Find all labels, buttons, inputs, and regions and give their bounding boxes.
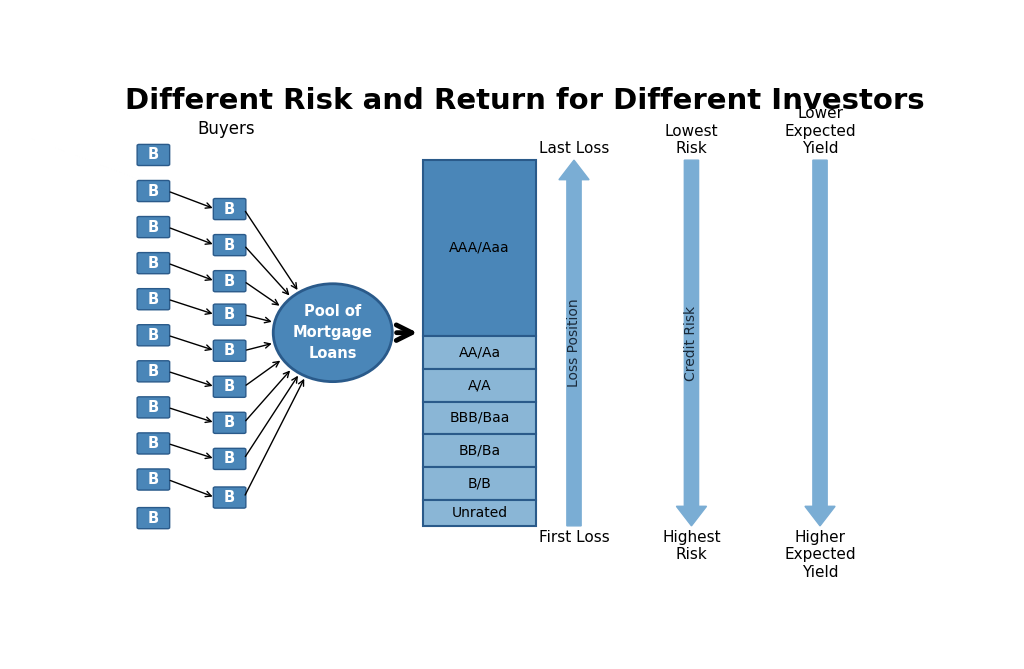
Text: Different Risk and Return for Different Investors: Different Risk and Return for Different … xyxy=(125,87,925,115)
Text: BBB/Baa: BBB/Baa xyxy=(450,411,510,425)
FancyBboxPatch shape xyxy=(137,324,170,346)
Text: B: B xyxy=(224,343,236,358)
Text: Higher
Expected
Yield: Higher Expected Yield xyxy=(784,530,856,580)
Text: BB/Ba: BB/Ba xyxy=(459,444,501,458)
Text: B/B: B/B xyxy=(468,477,492,491)
Text: B: B xyxy=(147,328,159,343)
Bar xyxy=(423,468,536,500)
FancyBboxPatch shape xyxy=(213,304,246,325)
Text: AA/Aa: AA/Aa xyxy=(459,345,501,359)
Text: B: B xyxy=(147,400,159,415)
FancyBboxPatch shape xyxy=(213,412,246,434)
FancyArrow shape xyxy=(559,160,589,526)
Bar xyxy=(423,434,536,468)
FancyBboxPatch shape xyxy=(213,487,246,508)
FancyBboxPatch shape xyxy=(137,253,170,274)
Text: B: B xyxy=(147,472,159,487)
Bar xyxy=(423,336,536,369)
Text: B: B xyxy=(147,256,159,271)
Bar xyxy=(423,401,536,434)
Text: B: B xyxy=(224,307,236,322)
Text: B: B xyxy=(224,452,236,466)
Ellipse shape xyxy=(273,284,392,381)
Bar xyxy=(423,369,536,401)
Text: Lower
Expected
Yield: Lower Expected Yield xyxy=(784,106,856,156)
Text: AAA/Aaa: AAA/Aaa xyxy=(450,241,510,255)
Text: Buyers: Buyers xyxy=(197,120,255,138)
Text: Unrated: Unrated xyxy=(452,506,508,520)
Text: A/A: A/A xyxy=(468,378,492,392)
FancyBboxPatch shape xyxy=(137,469,170,490)
FancyBboxPatch shape xyxy=(137,145,170,165)
Text: Loss Position: Loss Position xyxy=(567,298,581,387)
Text: Pool of
Mortgage
Loans: Pool of Mortgage Loans xyxy=(293,304,373,361)
Bar xyxy=(423,160,536,336)
FancyBboxPatch shape xyxy=(213,340,246,361)
Text: First Loss: First Loss xyxy=(539,530,609,545)
Text: B: B xyxy=(147,436,159,451)
FancyBboxPatch shape xyxy=(137,181,170,201)
Text: B: B xyxy=(224,379,236,394)
Bar xyxy=(423,500,536,526)
Text: B: B xyxy=(224,237,236,253)
Text: B: B xyxy=(147,364,159,379)
Text: B: B xyxy=(224,274,236,289)
Text: B: B xyxy=(224,490,236,505)
FancyBboxPatch shape xyxy=(137,361,170,382)
Text: B: B xyxy=(147,147,159,163)
FancyBboxPatch shape xyxy=(137,433,170,454)
Text: Credit Risk: Credit Risk xyxy=(684,306,698,381)
Text: B: B xyxy=(224,201,236,217)
FancyBboxPatch shape xyxy=(137,508,170,529)
FancyBboxPatch shape xyxy=(213,235,246,256)
FancyBboxPatch shape xyxy=(137,288,170,310)
Text: B: B xyxy=(224,415,236,430)
FancyBboxPatch shape xyxy=(213,448,246,470)
FancyBboxPatch shape xyxy=(137,217,170,237)
Text: B: B xyxy=(147,183,159,199)
Text: Lowest
Risk: Lowest Risk xyxy=(665,124,718,156)
Text: Last Loss: Last Loss xyxy=(539,141,609,156)
FancyArrow shape xyxy=(677,160,707,526)
FancyBboxPatch shape xyxy=(213,271,246,292)
Text: B: B xyxy=(147,219,159,235)
Text: B: B xyxy=(147,510,159,526)
FancyArrow shape xyxy=(805,160,836,526)
FancyBboxPatch shape xyxy=(213,376,246,397)
FancyBboxPatch shape xyxy=(137,397,170,418)
Text: Highest
Risk: Highest Risk xyxy=(663,530,721,563)
FancyBboxPatch shape xyxy=(213,199,246,219)
Text: B: B xyxy=(147,292,159,306)
